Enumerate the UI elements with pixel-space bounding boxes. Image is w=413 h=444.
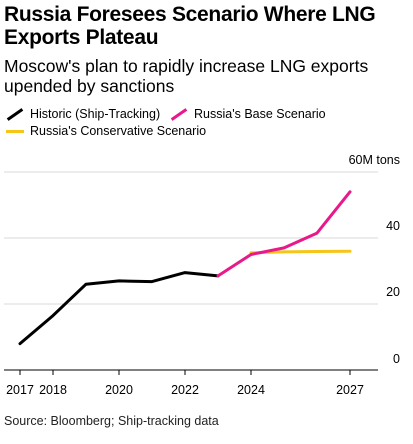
y-tick-labels: 0 20 40 60M tons [349, 153, 400, 366]
series-line-historic [18, 271, 220, 346]
legend-label-conservative: Russia's Conservative Scenario [30, 124, 207, 138]
x-tick-label: 2018 [39, 383, 67, 397]
legend-item-conservative: Russia's Conservative Scenario [6, 124, 206, 138]
chart-subtitle: Moscow's plan to rapidly increase LNG ex… [4, 56, 369, 96]
legend-label-base: Russia's Base Scenario [194, 107, 326, 121]
chart-title: Russia Foresees Scenario Where LNG Expor… [4, 3, 376, 49]
x-tick-labels: 2017 2018 2020 2022 2024 2027 [6, 370, 364, 397]
x-tick-label: 2027 [336, 383, 364, 397]
legend-swatch-conservative [6, 129, 24, 133]
y-tick-label: 0 [393, 352, 400, 366]
x-tick-label: 2017 [6, 383, 34, 397]
legend-item-base: Russia's Base Scenario [170, 107, 326, 121]
legend-item-historic: Historic (Ship-Tracking) [6, 107, 160, 121]
y-tick-label: 20 [386, 285, 400, 299]
x-tick-label: 2020 [105, 383, 133, 397]
legend-label-historic: Historic (Ship-Tracking) [30, 107, 161, 121]
source-note: Source: Bloomberg; Ship-tracking data [4, 414, 219, 428]
x-tick-label: 2024 [237, 383, 265, 397]
series-layer [18, 190, 352, 346]
x-tick-label: 2022 [171, 383, 199, 397]
y-tick-label: 60M tons [349, 153, 400, 167]
grid-layer [4, 171, 378, 371]
y-tick-label: 40 [386, 219, 400, 233]
series-line-base [216, 190, 352, 278]
